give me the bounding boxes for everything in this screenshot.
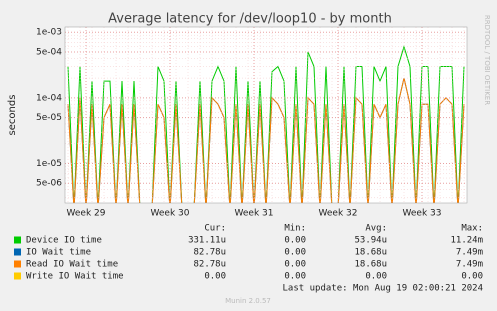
legend-swatch [14,248,21,256]
legend-stat: 331.11u [188,236,226,246]
legend-label: Device IO time [26,236,102,246]
legend-stat: 82.78u [193,260,226,270]
y-tick-label: 1e-03 [36,28,62,38]
y-tick-label: 5e-04 [36,47,62,57]
x-tick-label: Week 29 [67,209,106,219]
legend-stat: 18.68u [354,248,387,258]
legend-stat: 0.00 [284,260,306,270]
y-axis-label: seconds [7,95,18,136]
plot-area [65,27,467,203]
stat-header: Min: [284,224,306,234]
legend-label: Write IO Wait time [26,272,124,282]
legend-swatch [14,272,21,280]
x-tick-label: Week 30 [151,209,190,219]
legend-label: IO Wait time [26,248,91,258]
chart-title: Average latency for /dev/loop10 - by mon… [108,12,392,27]
stat-header: Max: [461,224,483,234]
legend-stat: 7.49m [456,248,483,258]
y-tick-label: 5e-06 [36,179,62,189]
legend-stat: 7.49m [456,260,483,270]
legend-stat: 53.94u [354,236,387,246]
legend-swatch [14,236,21,244]
x-tick-label: Week 33 [403,209,442,219]
x-tick-label: Week 31 [235,209,274,219]
y-tick-label: 5e-05 [36,113,62,123]
footer: Munin 2.0.57 [225,297,271,305]
legend-stat: 0.00 [284,248,306,258]
last-update: Last update: Mon Aug 19 02:00:21 2024 [283,284,483,294]
legend-swatch [14,260,21,268]
legend-stat: 0.00 [461,272,483,282]
legend-stat: 11.24m [450,236,483,246]
stat-header: Avg: [365,224,387,234]
legend-stat: 0.00 [284,272,306,282]
legend-stat: 0.00 [284,236,306,246]
y-tick-label: 1e-04 [36,93,62,103]
legend-stat: 0.00 [204,272,226,282]
legend-stat: 18.68u [354,260,387,270]
legend-label: Read IO Wait time [26,260,118,270]
y-tick-label: 1e-05 [36,159,62,169]
side-label: RRDTOOL / TOBI OETIKER [483,15,491,105]
legend-stat: 82.78u [193,248,226,258]
legend-stat: 0.00 [365,272,387,282]
plot-frame [64,26,468,204]
x-tick-label: Week 32 [319,209,358,219]
stat-header: Cur: [204,224,226,234]
